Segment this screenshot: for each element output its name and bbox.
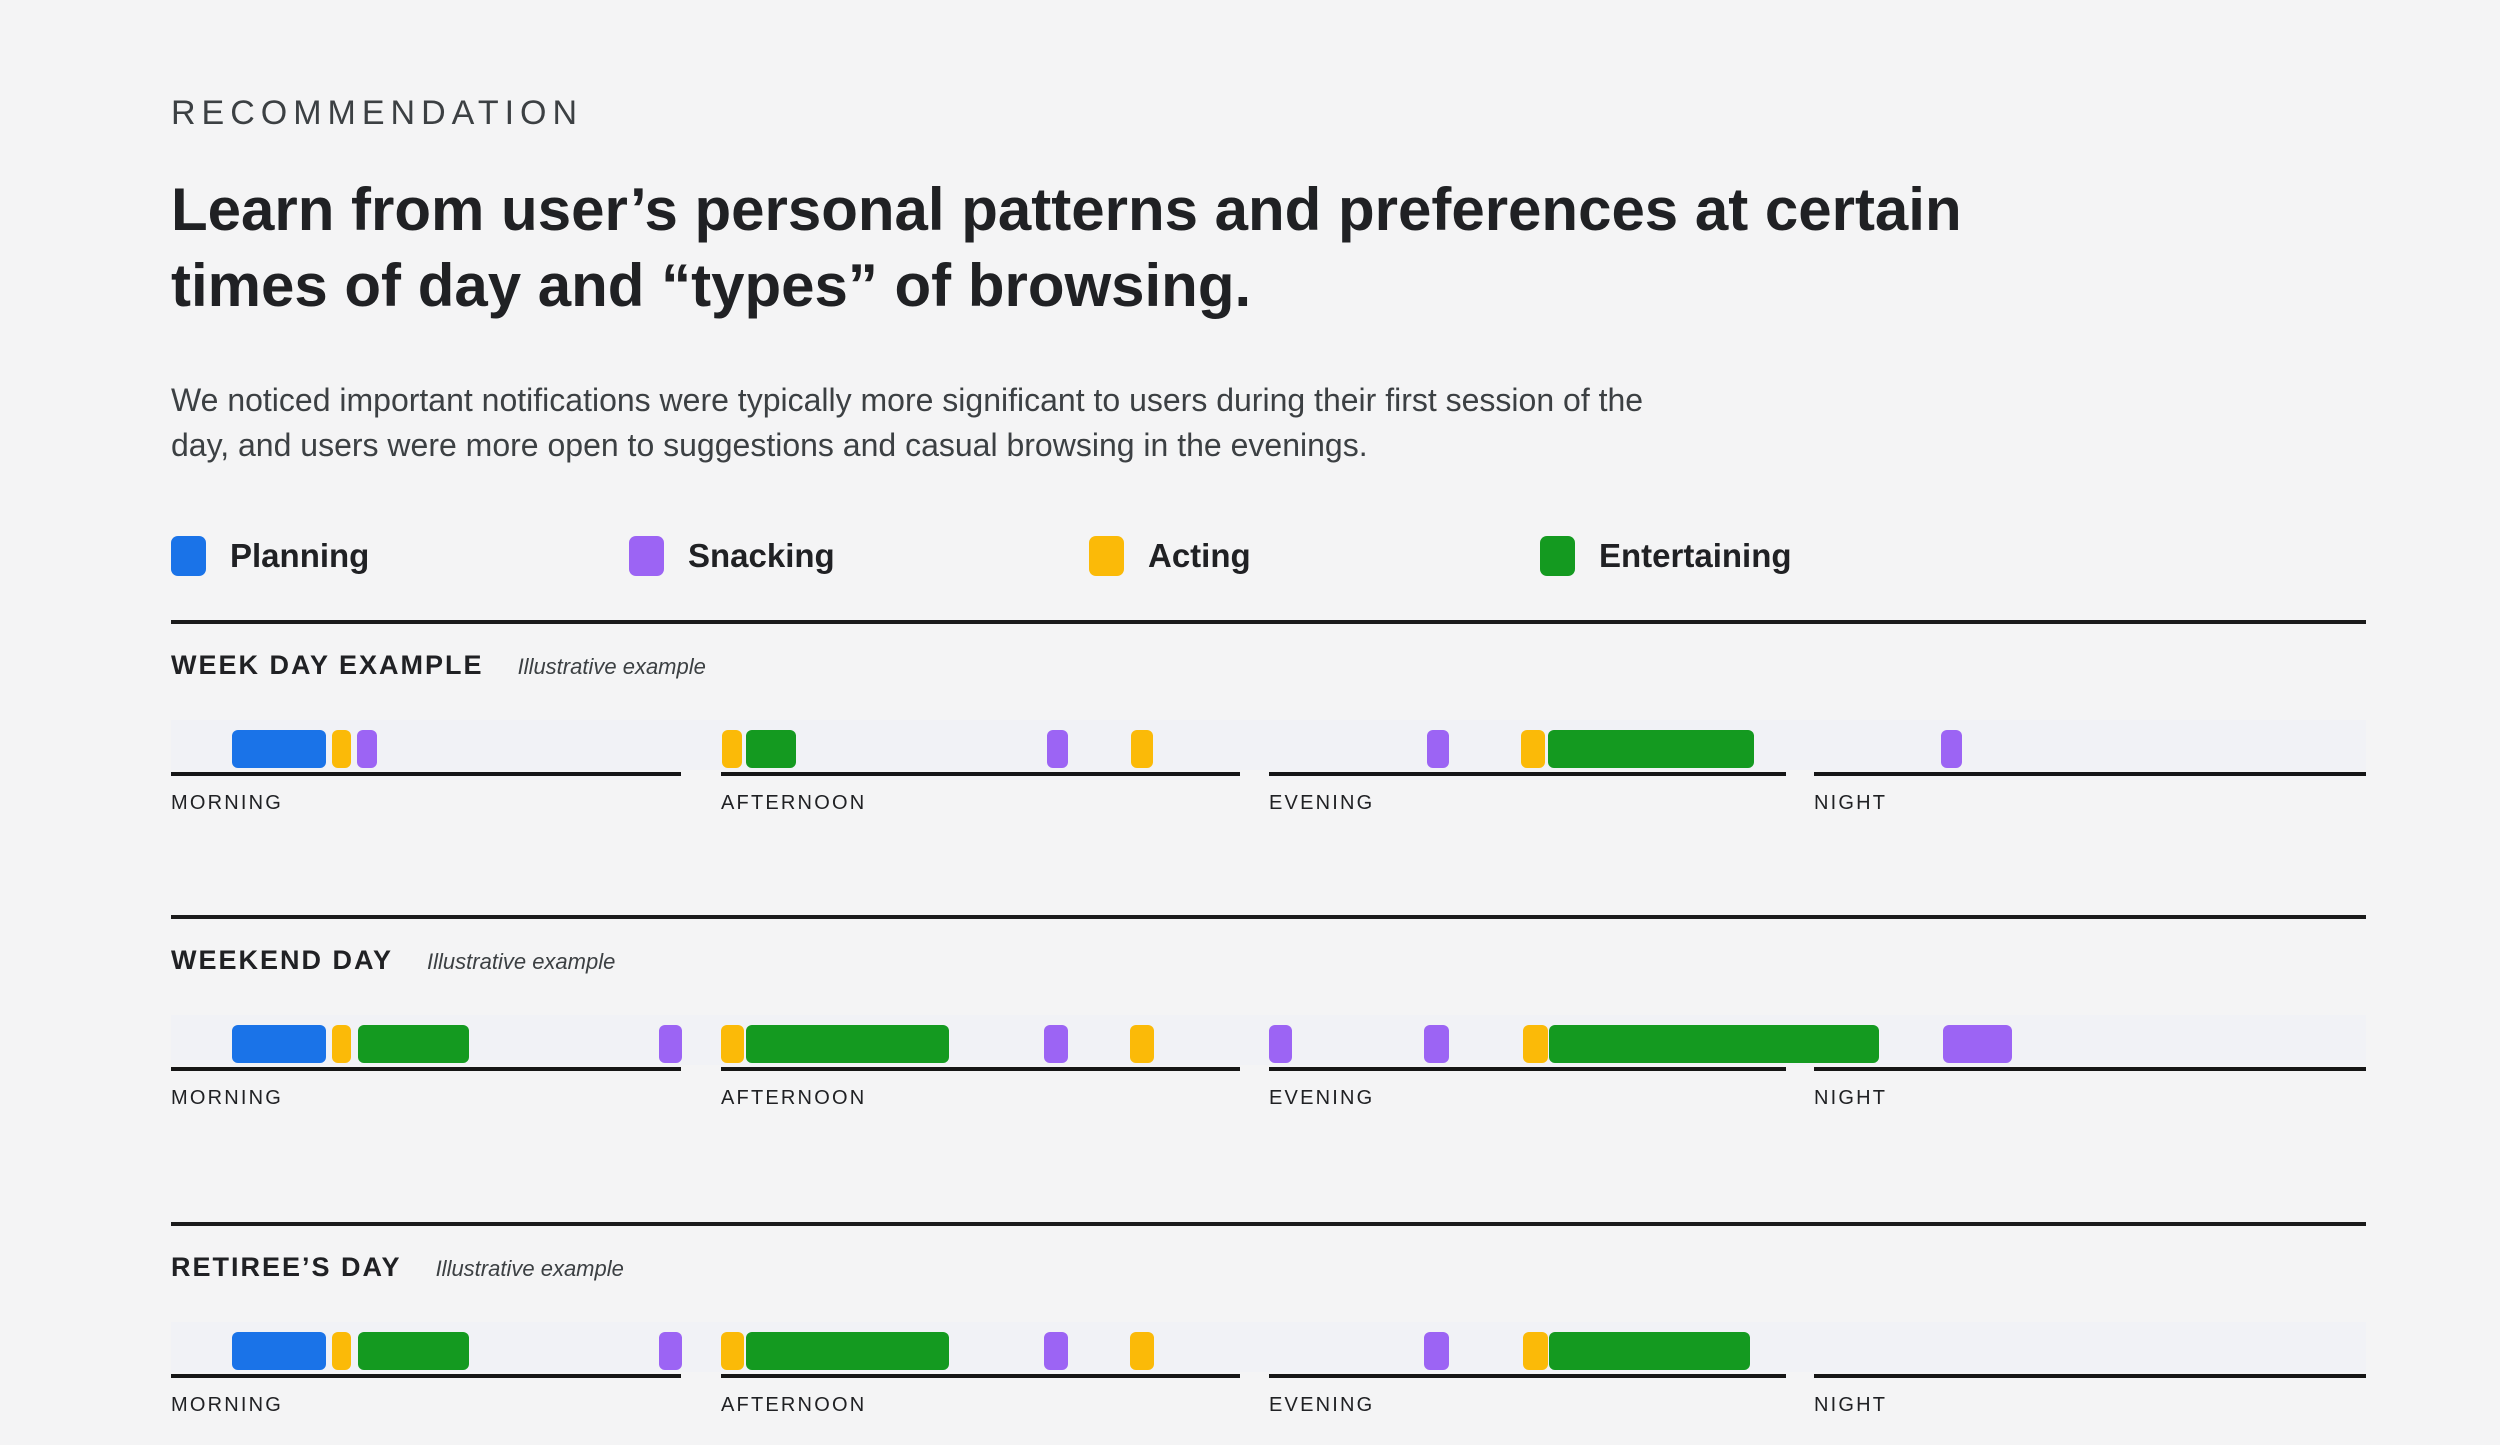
timeline-label-afternoon: AFTERNOON [721,792,867,814]
timeline-block-acting [1523,1332,1548,1370]
timeline-block-entertaining [746,1332,949,1370]
section-title: RETIREE’S DAY [171,1252,402,1282]
legend-label: Planning [230,537,370,574]
legend: Planning Snacking Acting Entertaining [171,536,2366,590]
planning-color-chip [171,536,206,576]
timeline-label-afternoon: AFTERNOON [721,1394,867,1416]
timeline-block-acting [1523,1025,1548,1063]
timeline-block-entertaining [1549,1025,1879,1063]
timeline-baseline [1269,772,1786,776]
timeline-block-planning [232,730,326,768]
timeline-weekend-day: MORNING AFTERNOON EVENING NIGHT [171,919,2366,1222]
timeline-block-acting [721,1332,744,1370]
timeline-label-evening: EVENING [1269,1394,1375,1416]
timeline-block-entertaining [746,730,796,768]
timeline-baseline [721,1067,1240,1071]
timeline-block-snacking [1943,1025,2012,1063]
timeline-baseline [171,1067,681,1071]
track-background-band [171,1322,2366,1372]
timeline-block-snacking [1269,1025,1292,1063]
timeline-block-snacking [1044,1332,1068,1370]
timeline-baseline [1269,1067,1786,1071]
timeline-block-acting [1130,1025,1154,1063]
timeline-block-acting [332,1025,351,1063]
timeline-label-morning: MORNING [171,792,284,814]
timeline-block-entertaining [1548,730,1754,768]
timeline-label-morning: MORNING [171,1394,284,1416]
timeline-block-acting [1130,1332,1154,1370]
page-description: We noticed important notifications were … [171,382,1644,464]
legend-label: Snacking [688,537,835,574]
timeline-block-snacking [659,1025,682,1063]
entertaining-color-chip [1540,536,1575,576]
legend-item-acting: Acting [1089,536,1251,576]
timeline-block-snacking [1424,1025,1449,1063]
legend-item-snacking: Snacking [629,536,835,576]
timeline-baseline [171,1374,681,1378]
timeline-block-entertaining [358,1025,469,1063]
timeline-week-day: MORNING AFTERNOON EVENING NIGHT [171,624,2366,915]
section-note: Illustrative example [517,654,706,679]
acting-color-chip [1089,536,1124,576]
section-note: Illustrative example [427,949,616,974]
timeline-label-evening: EVENING [1269,792,1375,814]
legend-label: Entertaining [1599,537,1792,574]
timeline-block-planning [232,1025,326,1063]
timeline-label-afternoon: AFTERNOON [721,1087,867,1109]
timeline-block-acting [332,1332,351,1370]
timeline-block-snacking [1424,1332,1449,1370]
section-retiree-day: RETIREE’S DAY Illustrative example MORNI… [171,1222,2366,1445]
legend-item-entertaining: Entertaining [1540,536,1792,576]
timeline-retiree-day: MORNING AFTERNOON EVENING NIGHT [171,1226,2366,1445]
timeline-block-snacking [1941,730,1962,768]
timeline-baseline [1814,1067,2366,1071]
section-week-day: WEEK DAY EXAMPLE Illustrative example MO… [171,620,2366,915]
timeline-baseline [721,772,1240,776]
timeline-baseline [721,1374,1240,1378]
timeline-baseline [171,772,681,776]
timeline-baseline [1814,772,2366,776]
track-background-band [171,720,2366,770]
timeline-baseline [1814,1374,2366,1378]
timeline-block-entertaining [1549,1332,1750,1370]
legend-label: Acting [1148,537,1251,574]
section-title: WEEKEND DAY [171,945,394,975]
section-note: Illustrative example [435,1256,624,1281]
timeline-block-snacking [1047,730,1068,768]
timeline-block-acting [332,730,351,768]
timeline-block-acting [721,1025,744,1063]
timeline-label-morning: MORNING [171,1087,284,1109]
timeline-baseline [1269,1374,1786,1378]
section-title: WEEK DAY EXAMPLE [171,650,484,680]
snacking-color-chip [629,536,664,576]
timeline-block-acting [1521,730,1545,768]
timeline-block-acting [722,730,742,768]
timeline-label-night: NIGHT [1814,792,1888,814]
timeline-block-snacking [357,730,377,768]
timeline-block-snacking [659,1332,682,1370]
timeline-label-night: NIGHT [1814,1394,1888,1416]
timeline-block-acting [1131,730,1153,768]
legend-item-planning: Planning [171,536,369,576]
timeline-label-evening: EVENING [1269,1087,1375,1109]
timeline-block-entertaining [746,1025,949,1063]
timeline-block-snacking [1044,1025,1068,1063]
eyebrow-label: RECOMMENDATION [171,94,584,132]
timeline-block-entertaining [358,1332,469,1370]
page-title: Learn from user’s personal patterns and … [171,176,1962,320]
timeline-block-planning [232,1332,326,1370]
timeline-block-snacking [1427,730,1449,768]
section-weekend-day: WEEKEND DAY Illustrative example MORNING… [171,915,2366,1222]
timeline-label-night: NIGHT [1814,1087,1888,1109]
